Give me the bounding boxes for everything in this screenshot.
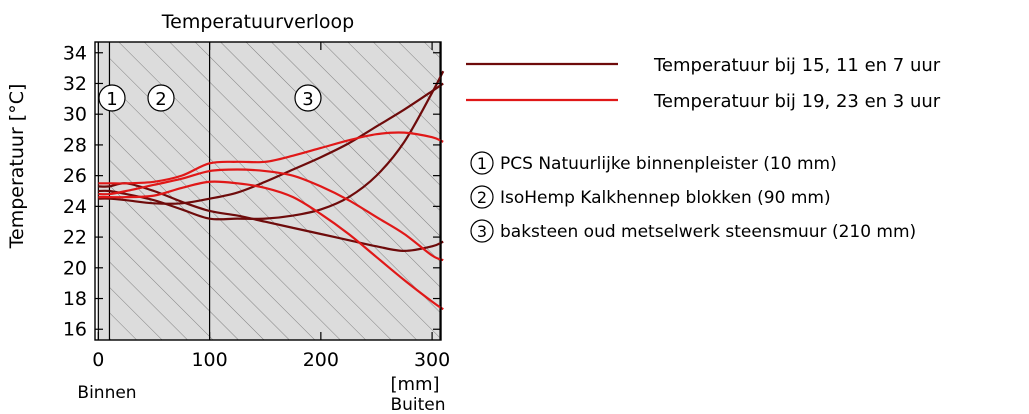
- layer-marker-circle: [98, 84, 126, 112]
- legend-item-2: Temperatuur bij 19, 23 en 3 uur: [466, 91, 941, 112]
- layer-legend-item-3: 3 baksteen oud metselwerk steensmuur (210…: [470, 219, 916, 243]
- layer-3-hatch: [209, 42, 441, 340]
- x-tick-label: 300: [414, 349, 450, 371]
- layer-legend-item-1: 1 PCS Natuurlijke binnenpleister (10 mm): [470, 151, 837, 175]
- x-tick-label: 100: [191, 349, 227, 371]
- layer-legend-label: PCS Natuurlijke binnenpleister (10 mm): [500, 154, 837, 174]
- layer-number-markers: 1 2 3: [98, 84, 322, 112]
- y-tick-label: 20: [63, 257, 87, 279]
- layer-legend-number: 2: [477, 188, 487, 207]
- y-axis-label: Temperatuur [°C]: [6, 84, 28, 250]
- legend-label: Temperatuur bij 15, 11 en 7 uur: [653, 55, 941, 76]
- x-tick-label: 0: [92, 349, 104, 371]
- layer-legend-number: 3: [477, 222, 487, 241]
- x-axis-unit: [mm]: [390, 374, 439, 395]
- layer-marker-circle: [147, 84, 175, 112]
- x-inside-label: Binnen: [77, 383, 136, 403]
- y-tick-label: 18: [63, 288, 87, 310]
- series-line-5: [98, 168, 444, 262]
- layer-legend-label: IsoHemp Kalkhennep blokken (90 mm): [500, 188, 831, 208]
- y-tick-label: 30: [63, 104, 87, 126]
- series-line-1: [98, 70, 445, 221]
- y-tick-label: 16: [63, 319, 87, 341]
- y-tick-label: 34: [63, 42, 87, 64]
- legend: Temperatuur bij 15, 11 en 7 uur Temperatu…: [466, 55, 941, 112]
- x-axis: 0 100 200 300: [92, 42, 450, 371]
- x-tick-label: 200: [303, 349, 339, 371]
- y-tick-label: 22: [63, 227, 87, 249]
- y-tick-label: 32: [63, 73, 87, 95]
- legend-label: Temperatuur bij 19, 23 en 3 uur: [653, 91, 941, 112]
- layer-marker-3: 3: [294, 84, 322, 112]
- y-tick-label: 24: [63, 196, 87, 218]
- chart-title: Temperatuurverloop: [161, 11, 354, 33]
- series-line-3: [98, 182, 444, 253]
- layer-marker-number: 2: [155, 89, 166, 110]
- layer-legend-label: baksteen oud metselwerk steensmuur (210 …: [500, 222, 916, 242]
- x-outside-label: Buiten: [390, 395, 445, 414]
- layer-marker-1: 1: [98, 84, 126, 112]
- layer-legend-circle: [470, 219, 494, 243]
- layer-legend-circle: [470, 151, 494, 175]
- layer-legend-item-2: 2 IsoHemp Kalkhennep blokken (90 mm): [470, 185, 831, 209]
- legend-item-1: Temperatuur bij 15, 11 en 7 uur: [466, 55, 941, 76]
- series-line-4: [98, 131, 444, 185]
- y-tick-label: 26: [63, 165, 87, 187]
- layer-marker-number: 1: [106, 89, 117, 110]
- plot-area: 1 2 3: [94, 41, 445, 341]
- layer-legend-number: 1: [477, 154, 487, 173]
- layer-marker-circle: [294, 84, 322, 112]
- layers-legend: 1 PCS Natuurlijke binnenpleister (10 mm) 2…: [470, 151, 916, 243]
- plot-frame: [94, 41, 442, 341]
- y-tick-label: 28: [63, 134, 87, 156]
- series-lines: [98, 70, 445, 311]
- layer-legend-circle: [470, 185, 494, 209]
- series-line-6: [98, 180, 444, 311]
- layer-marker-number: 3: [302, 89, 313, 110]
- series-line-2: [98, 82, 444, 205]
- layer-marker-2: 2: [147, 84, 175, 112]
